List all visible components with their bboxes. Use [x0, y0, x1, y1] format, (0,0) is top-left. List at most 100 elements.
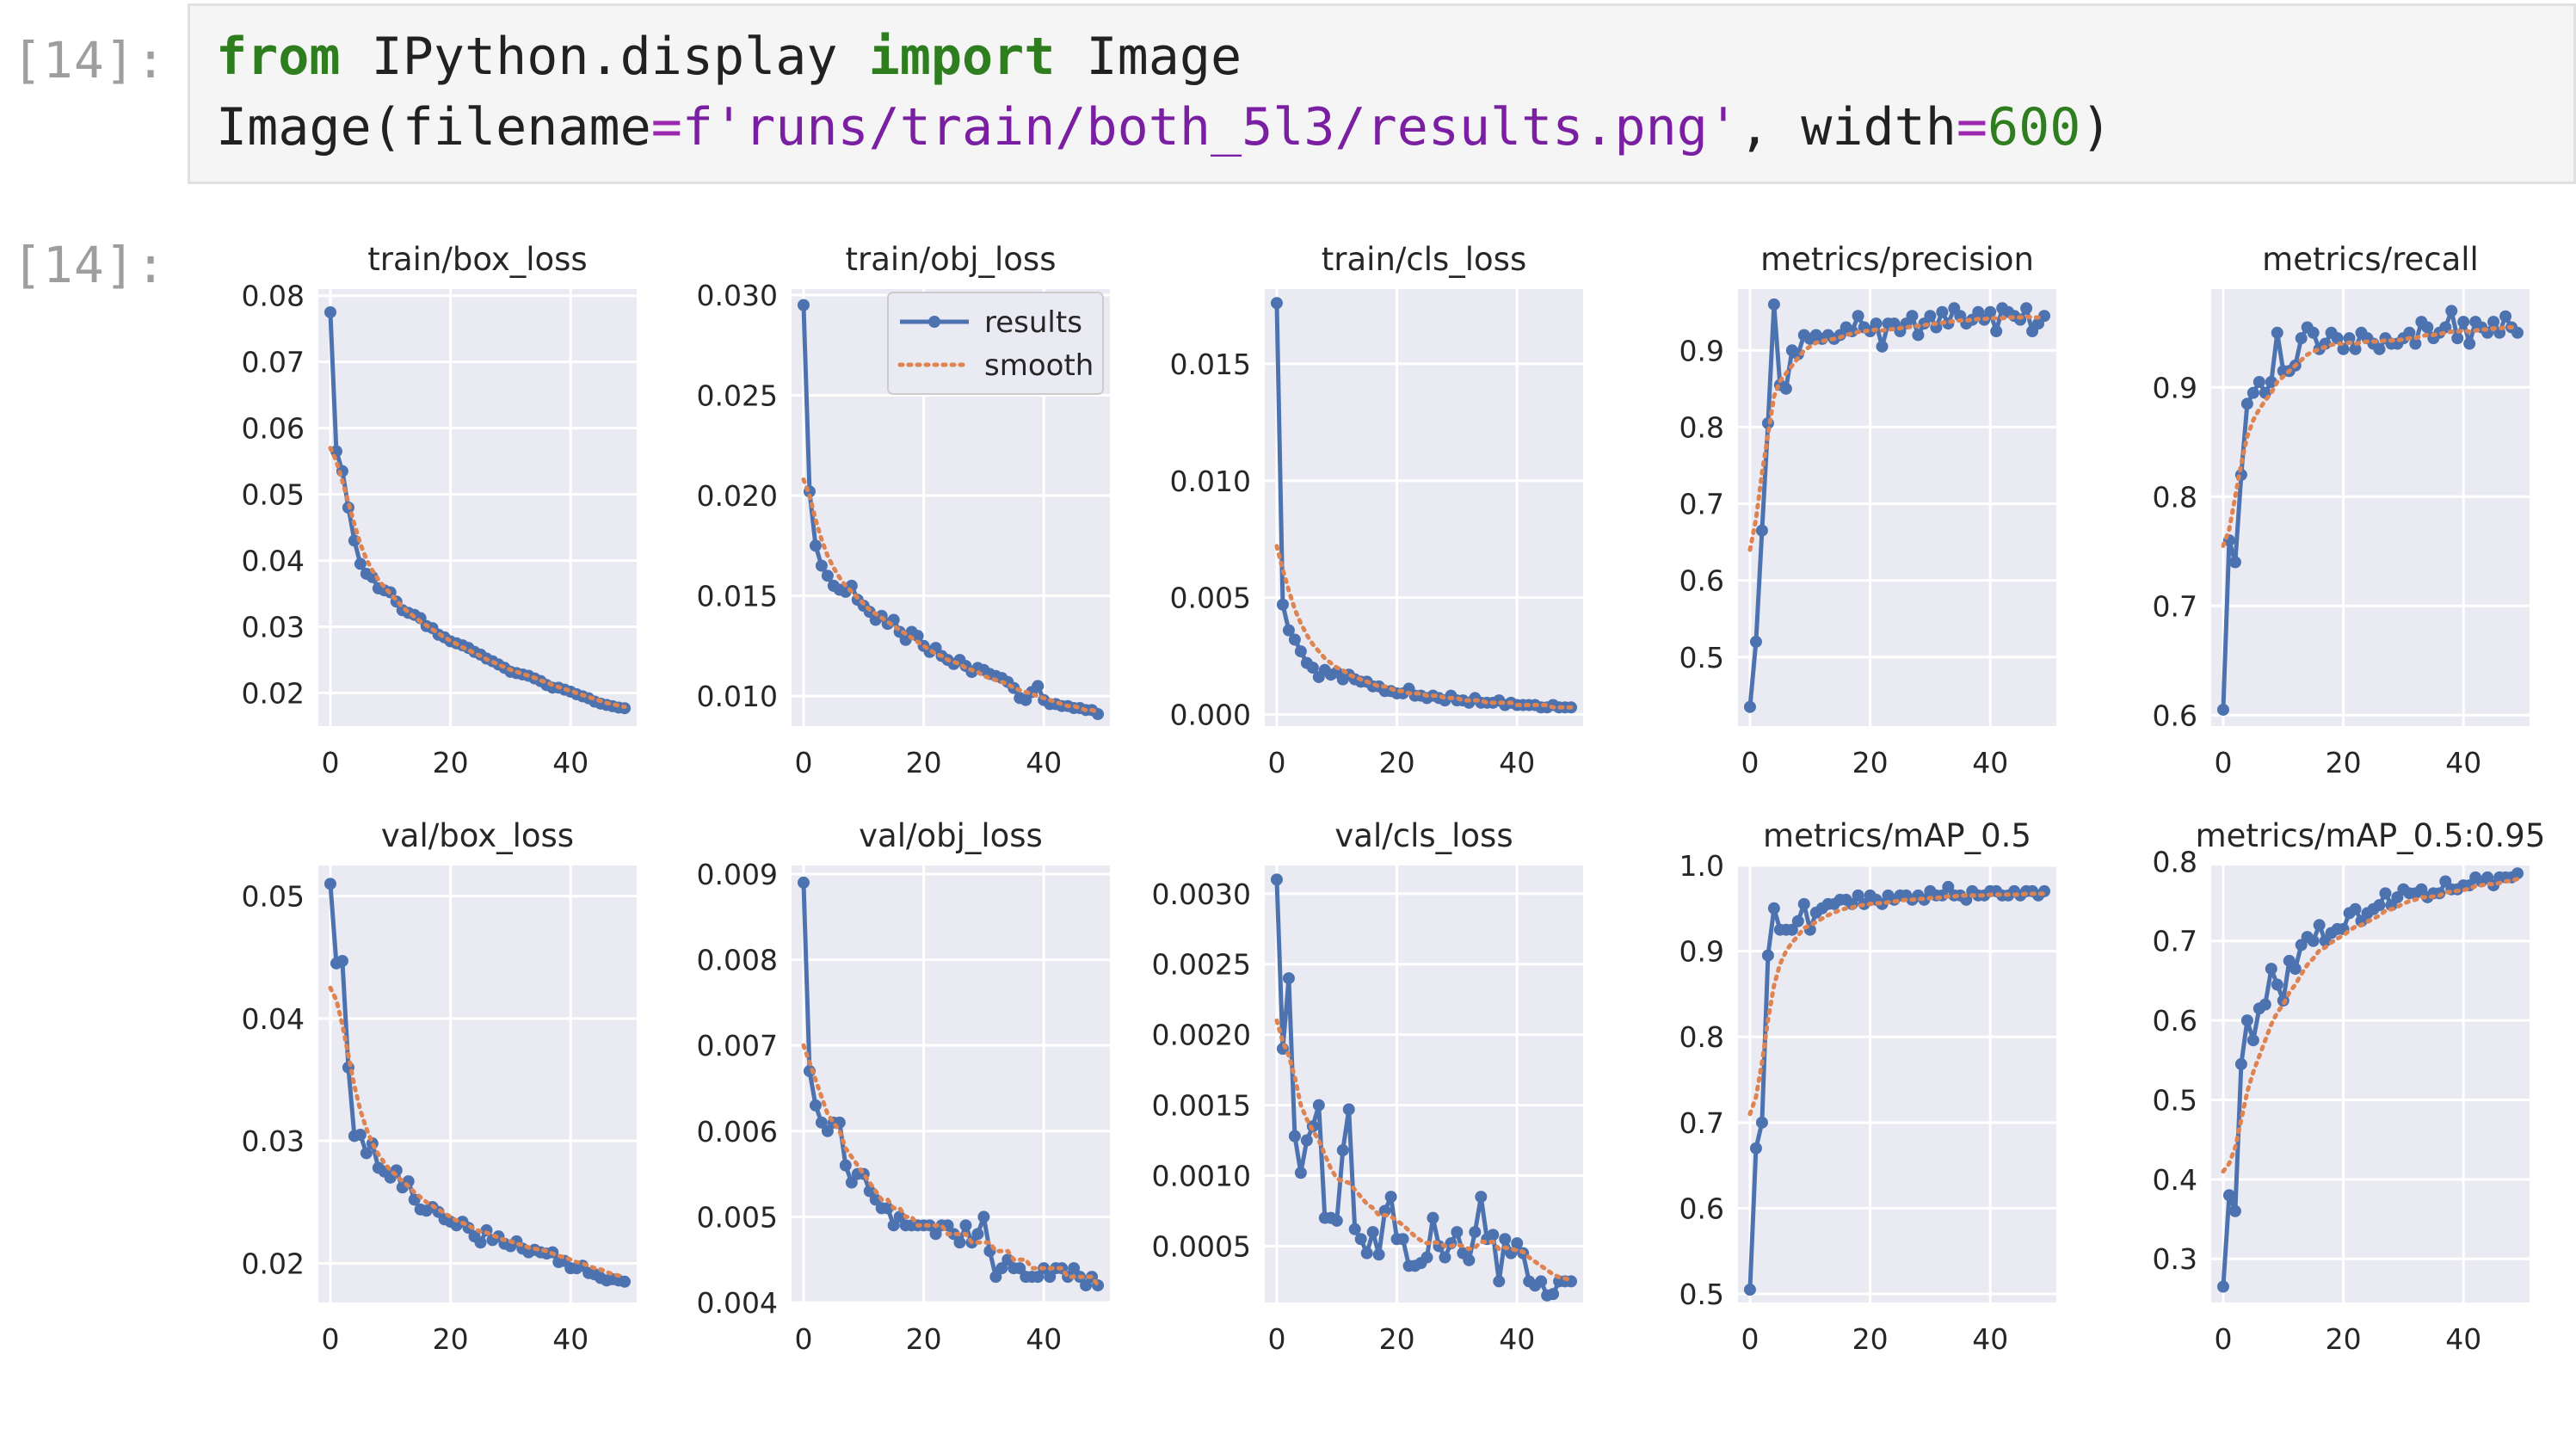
- results-data-point: [2289, 963, 2302, 976]
- y-tick-label: 0.5: [1679, 1278, 1724, 1311]
- y-tick-label: 0.0010: [1152, 1160, 1251, 1193]
- results-data-point: [1791, 915, 1804, 927]
- x-tick-label: 40: [1499, 1322, 1535, 1356]
- results-data-point: [2511, 326, 2524, 339]
- results-data-point: [881, 1202, 894, 1215]
- subplot-panel: 0 20 40 0.02 0.03 0.04 0.05 val/box_loss: [242, 817, 637, 1356]
- results-data-point: [893, 1210, 906, 1223]
- smooth-series-line: [1274, 1018, 1574, 1283]
- results-data-point: [1924, 310, 1937, 323]
- fstring-prefix: f: [681, 97, 713, 157]
- results-data-point: [929, 1228, 942, 1241]
- results-data-point: [1080, 1279, 1093, 1292]
- legend: results smooth: [887, 292, 1104, 395]
- input-prompt: [14]:: [12, 31, 167, 89]
- y-tick-label: 0.004: [697, 1286, 778, 1320]
- y-tick-label: 0.009: [697, 858, 778, 891]
- results-data-point: [2445, 305, 2458, 317]
- results-data-point: [2403, 326, 2416, 339]
- y-tick-label: 0.07: [242, 346, 305, 379]
- results-data-point: [1282, 972, 1295, 985]
- x-tick-label: 40: [1026, 1322, 1062, 1356]
- results-data-point: [2295, 332, 2308, 345]
- subplot-panel: 0 20 40 0.5 0.6 0.7 0.8 0.9 1.0 metrics/mAP_0.5: [1679, 817, 2056, 1356]
- results-data-point: [995, 1262, 1008, 1275]
- y-tick-label: 0.5: [1679, 641, 1724, 674]
- results-figure: 0 20 40 0.02 0.03 0.04 0.05 0.06 0.07 0.08 train/b…: [242, 241, 2546, 1356]
- results-data-point: [989, 1271, 1002, 1284]
- y-tick-label: 0.8: [2153, 845, 2197, 878]
- results-data-point: [1463, 1253, 1476, 1266]
- y-tick-label: 0.010: [1170, 465, 1251, 498]
- results-data-point: [959, 1219, 972, 1232]
- results-data-point: [2240, 1014, 2253, 1027]
- results-data-point: [863, 1185, 876, 1198]
- results-data-point: [1990, 325, 2003, 338]
- results-data-point: [2240, 397, 2253, 410]
- y-tick-label: 0.6: [2153, 1004, 2197, 1038]
- legend-results-marker: [928, 316, 940, 328]
- x-tick-label: 20: [1852, 746, 1889, 779]
- y-tick-label: 0.02: [242, 1247, 305, 1280]
- y-tick-label: 0.0025: [1152, 948, 1251, 982]
- results-data-point: [971, 1228, 984, 1241]
- results-data-point: [1288, 1130, 1301, 1142]
- results-data-point: [1912, 329, 1925, 342]
- results-data-point: [1366, 1226, 1379, 1239]
- y-tick-label: 0.8: [1679, 1020, 1724, 1054]
- results-data-point: [1282, 624, 1295, 637]
- y-tick-label: 0.5: [2153, 1083, 2197, 1117]
- x-tick-label: 40: [1972, 1322, 2008, 1356]
- results-data-point: [1068, 1262, 1081, 1275]
- results-data-point: [2337, 342, 2350, 355]
- x-tick-label: 20: [906, 1322, 942, 1356]
- subplot-panel: 0 20 40 0.0005 0.0010 0.0015 0.0020 0.0025 0.003…: [1152, 817, 1583, 1356]
- results-data-point: [1535, 1275, 1548, 1288]
- y-tick-label: 0.04: [242, 1002, 305, 1036]
- y-tick-label: 0.0005: [1152, 1229, 1251, 1263]
- y-tick-label: 0.05: [242, 478, 305, 512]
- results-data-point: [797, 876, 810, 889]
- results-data-point: [1876, 340, 1889, 353]
- subplot-title: val/box_loss: [381, 817, 574, 854]
- code-input-cell[interactable]: from IPython.display import Image Image(…: [188, 3, 2576, 184]
- y-tick-label: 0.3: [2153, 1242, 2197, 1276]
- x-tick-label: 0: [1741, 746, 1759, 779]
- x-tick-label: 40: [552, 1322, 589, 1356]
- results-data-point: [1336, 1144, 1349, 1157]
- results-data-point: [1348, 1223, 1361, 1235]
- legend-results-label: results: [984, 305, 1082, 340]
- results-data-point: [2349, 342, 2362, 355]
- results-data-point: [2020, 302, 2033, 315]
- results-data-point: [1767, 298, 1780, 311]
- results-data-point: [2234, 1057, 2247, 1070]
- results-data-point: [839, 1159, 852, 1172]
- smooth-series-line: [328, 985, 627, 1279]
- results-data-point: [2228, 1204, 2241, 1217]
- y-tick-label: 0.6: [2153, 699, 2197, 732]
- subplot-title: val/cls_loss: [1334, 817, 1513, 854]
- results-data-point: [1276, 598, 1289, 611]
- code-line-1: from IPython.display import Image: [216, 22, 2573, 92]
- results-data-point: [2228, 556, 2241, 569]
- code-line-2: Image(filename=f'runs/train/both_5l3/res…: [216, 92, 2573, 163]
- results-data-point: [1511, 1237, 1524, 1250]
- y-tick-label: 0.7: [1679, 1106, 1724, 1140]
- x-tick-label: 40: [1972, 746, 2008, 779]
- y-tick-label: 0.005: [1170, 582, 1251, 615]
- results-data-point: [354, 557, 367, 570]
- smooth-series-line: [801, 477, 1100, 715]
- results-data-point: [1852, 889, 1864, 902]
- y-tick-label: 0.06: [242, 412, 305, 446]
- y-tick-label: 1.0: [1679, 849, 1724, 883]
- imported-name: Image: [1055, 27, 1242, 87]
- results-data-point: [324, 305, 336, 318]
- results-data-point: [1330, 1214, 1343, 1227]
- results-data-point: [2421, 321, 2434, 334]
- results-data-point: [1270, 297, 1283, 310]
- y-tick-label: 0.015: [697, 580, 778, 613]
- subplot-title: metrics/mAP_0.5: [1763, 817, 2031, 854]
- filename-string: 'runs/train/both_5l3/results.png': [712, 97, 1740, 157]
- y-tick-label: 0.9: [2153, 371, 2197, 404]
- y-tick-label: 0.8: [1679, 410, 1724, 444]
